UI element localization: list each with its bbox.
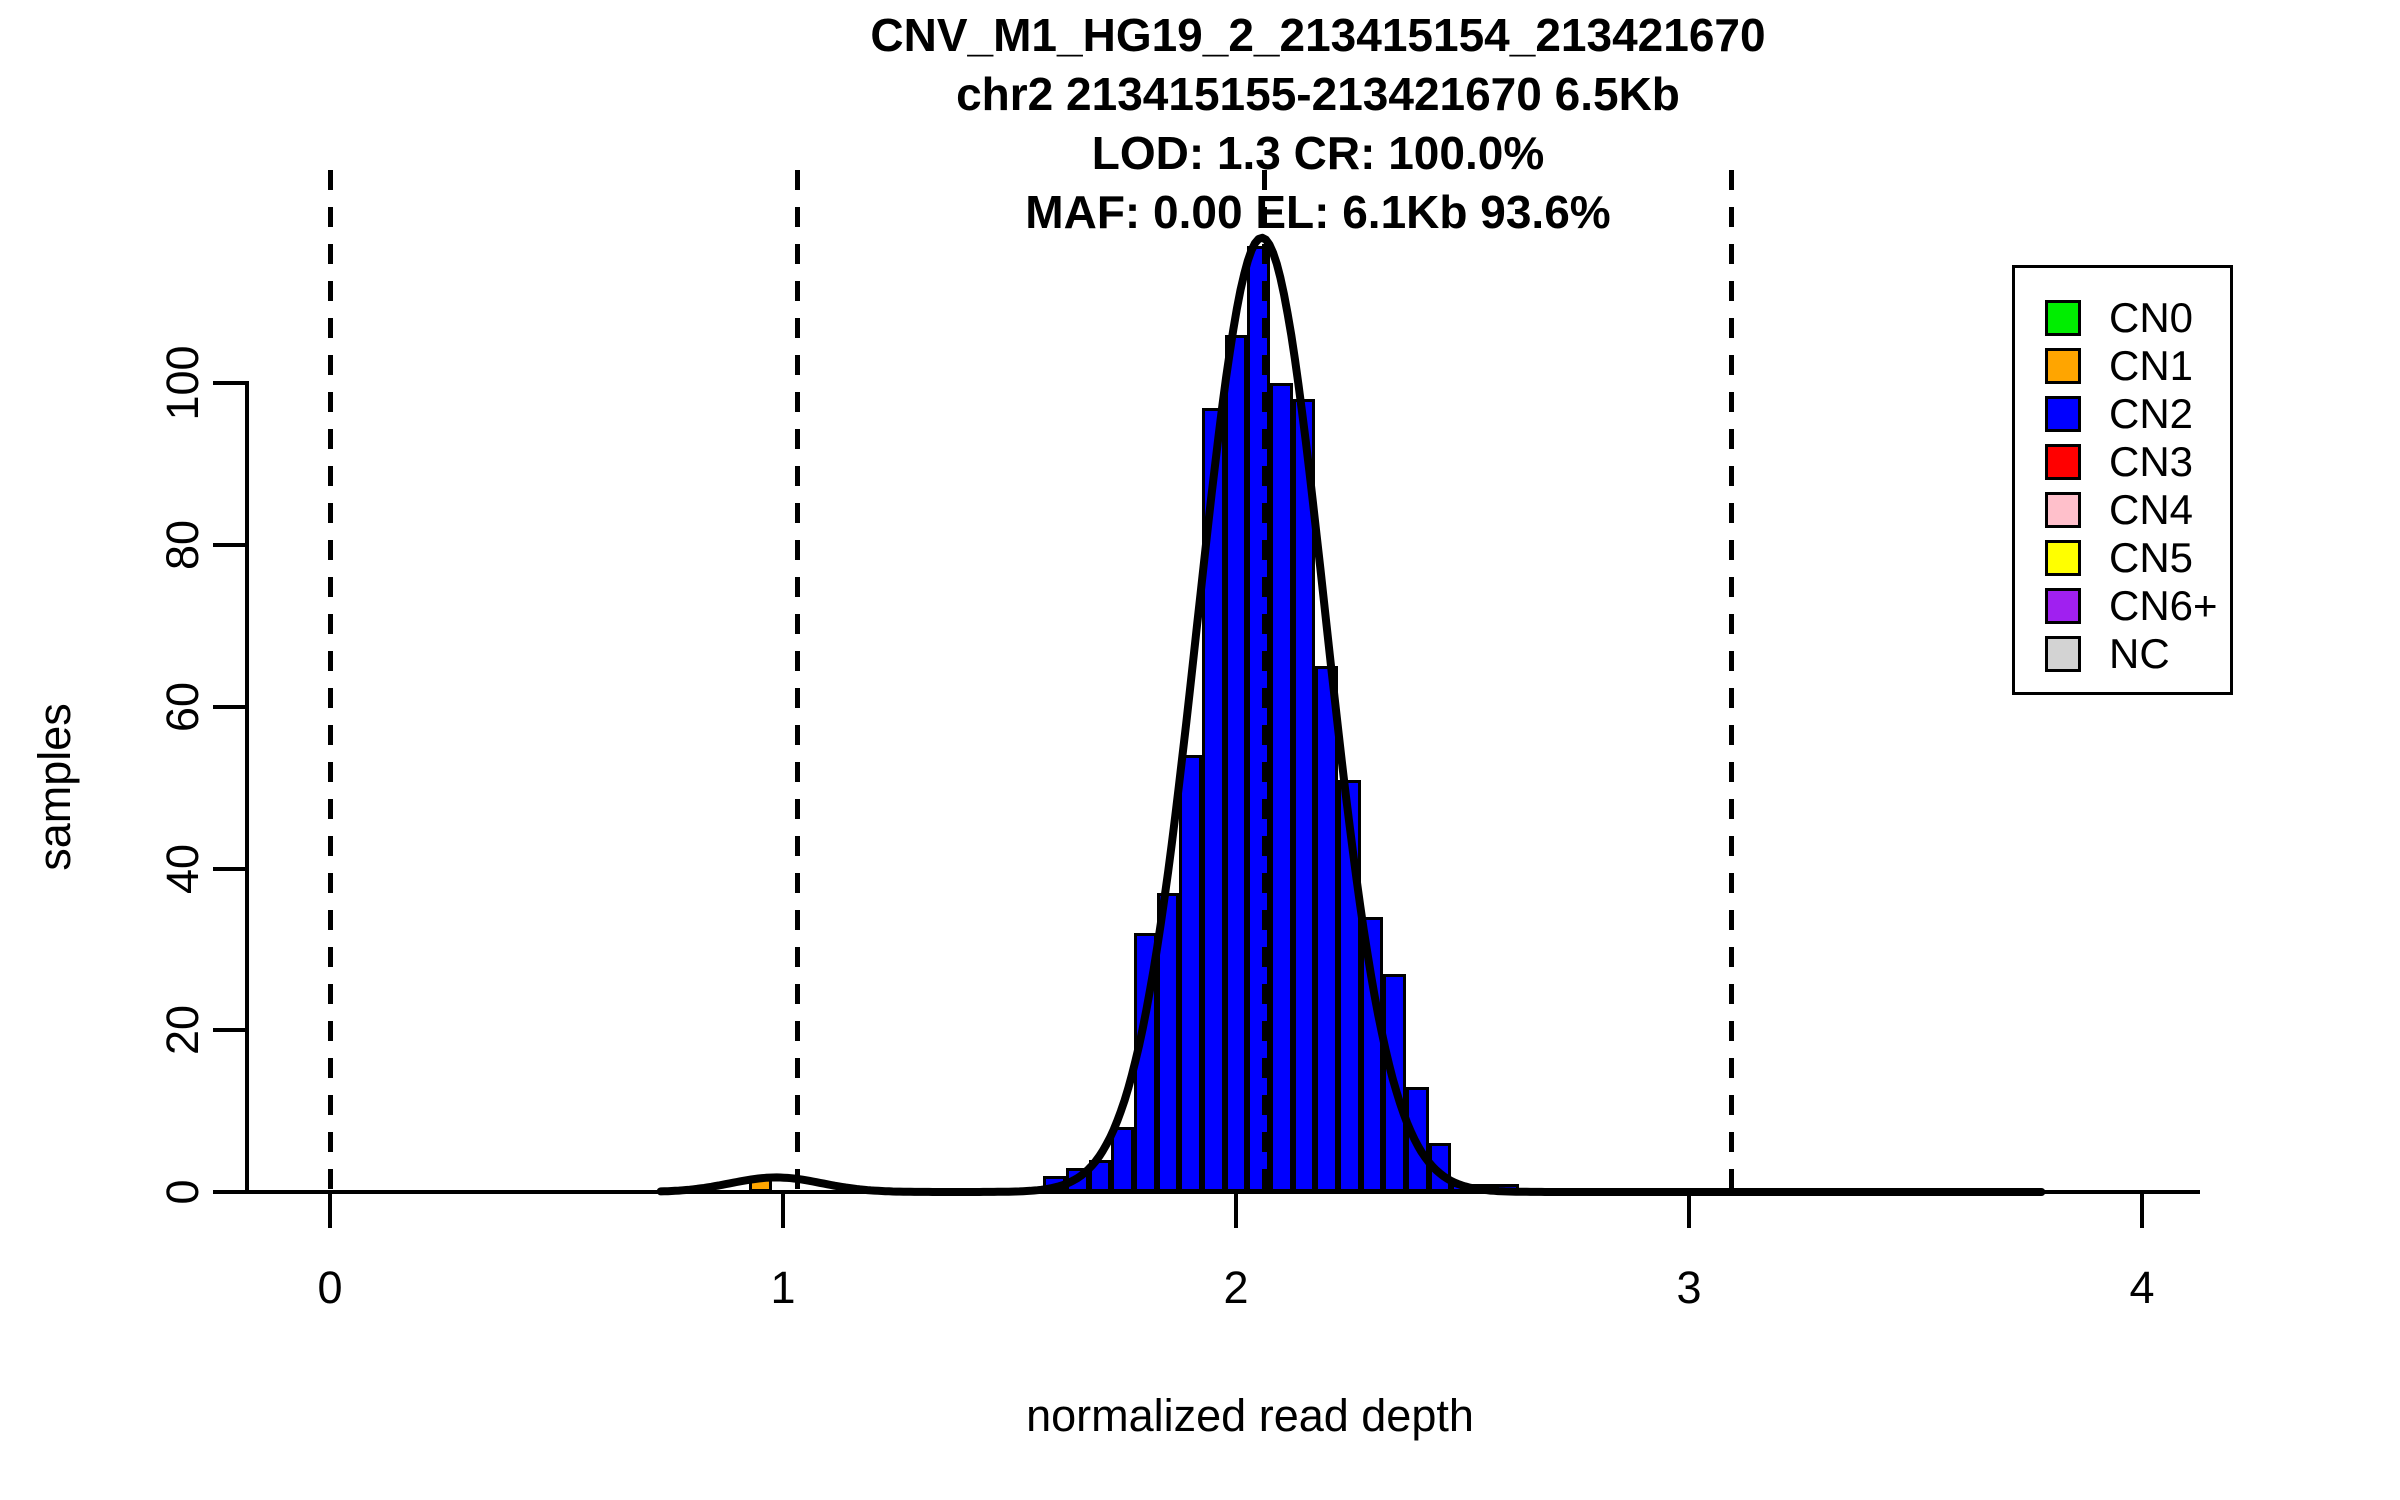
y-axis-tick-label: 100 bbox=[157, 345, 208, 421]
legend-swatch-nc bbox=[2045, 636, 2081, 672]
chart-title-block: CNV_M1_HG19_2_213415154_213421670 chr2 2… bbox=[318, 6, 2318, 242]
legend: CN0 CN1 CN2 CN3 CN4 CN5 CN6+ NC bbox=[2012, 265, 2233, 695]
legend-label: NC bbox=[2109, 630, 2170, 677]
legend-swatch-cn5 bbox=[2045, 540, 2081, 576]
x-axis-tick bbox=[2140, 1192, 2144, 1228]
chart-title-line1: CNV_M1_HG19_2_213415154_213421670 bbox=[870, 9, 1766, 61]
cn-boundary-dashed-line bbox=[327, 170, 333, 1192]
legend-label: CN2 bbox=[2109, 390, 2194, 437]
x-axis-tick bbox=[1234, 1192, 1238, 1228]
legend-label: CN3 bbox=[2109, 438, 2194, 485]
x-axis-tick bbox=[328, 1192, 332, 1228]
legend-item-cn0: CN0 bbox=[2015, 294, 2230, 342]
legend-item-cn4: CN4 bbox=[2015, 486, 2230, 534]
legend-item-cn1: CN1 bbox=[2015, 342, 2230, 390]
legend-item-cn3: CN3 bbox=[2015, 438, 2230, 486]
x-axis-title: normalized read depth bbox=[1026, 1390, 1474, 1441]
y-axis-tick-label: 80 bbox=[157, 520, 208, 571]
legend-swatch-cn0 bbox=[2045, 300, 2081, 336]
legend-swatch-cn3 bbox=[2045, 444, 2081, 480]
y-axis-title: samples bbox=[29, 703, 80, 871]
y-axis-tick-label: 40 bbox=[157, 843, 208, 894]
x-axis-tick bbox=[1687, 1192, 1691, 1228]
x-axis-line bbox=[215, 1190, 2200, 1194]
legend-label: CN4 bbox=[2109, 486, 2194, 533]
legend-label: CN5 bbox=[2109, 534, 2194, 581]
cn-boundary-dashed-line bbox=[1262, 170, 1268, 1192]
x-axis-tick-label: 0 bbox=[317, 1262, 343, 1313]
chart-title-line2: chr2 213415155-213421670 6.5Kb bbox=[956, 68, 1680, 120]
y-axis-tick bbox=[213, 543, 247, 548]
legend-swatch-cn2 bbox=[2045, 396, 2081, 432]
y-axis-tick bbox=[213, 704, 247, 709]
y-axis-tick bbox=[213, 381, 247, 386]
legend-label: CN6+ bbox=[2109, 582, 2218, 629]
y-axis-tick bbox=[213, 1028, 247, 1033]
legend-item-nc: NC bbox=[2015, 630, 2230, 678]
x-axis-tick bbox=[781, 1192, 785, 1228]
legend-item-cn6plus: CN6+ bbox=[2015, 582, 2230, 630]
y-axis-line bbox=[245, 381, 249, 1194]
chart-title-line3: LOD: 1.3 CR: 100.0% bbox=[1091, 127, 1545, 179]
legend-label: CN0 bbox=[2109, 294, 2194, 341]
cn-boundary-dashed-line bbox=[1729, 170, 1735, 1192]
x-axis-tick-label: 4 bbox=[2129, 1262, 2155, 1313]
legend-item-cn2: CN2 bbox=[2015, 390, 2230, 438]
x-axis-tick-label: 1 bbox=[770, 1262, 796, 1313]
x-axis-tick-label: 2 bbox=[1223, 1262, 1249, 1313]
legend-item-cn5: CN5 bbox=[2015, 534, 2230, 582]
y-axis-tick-label: 0 bbox=[157, 1179, 208, 1205]
legend-swatch-cn1 bbox=[2045, 348, 2081, 384]
y-axis-tick-label: 60 bbox=[157, 681, 208, 732]
y-axis-tick-label: 20 bbox=[157, 1005, 208, 1056]
legend-swatch-cn6plus bbox=[2045, 588, 2081, 624]
legend-swatch-cn4 bbox=[2045, 492, 2081, 528]
legend-label: CN1 bbox=[2109, 342, 2194, 389]
x-axis-tick-label: 3 bbox=[1676, 1262, 1702, 1313]
cn-boundary-dashed-line bbox=[794, 170, 800, 1192]
y-axis-tick bbox=[213, 866, 247, 871]
chart-title-line4: MAF: 0.00 EL: 6.1Kb 93.6% bbox=[1025, 186, 1611, 238]
y-axis-tick bbox=[213, 1190, 247, 1194]
